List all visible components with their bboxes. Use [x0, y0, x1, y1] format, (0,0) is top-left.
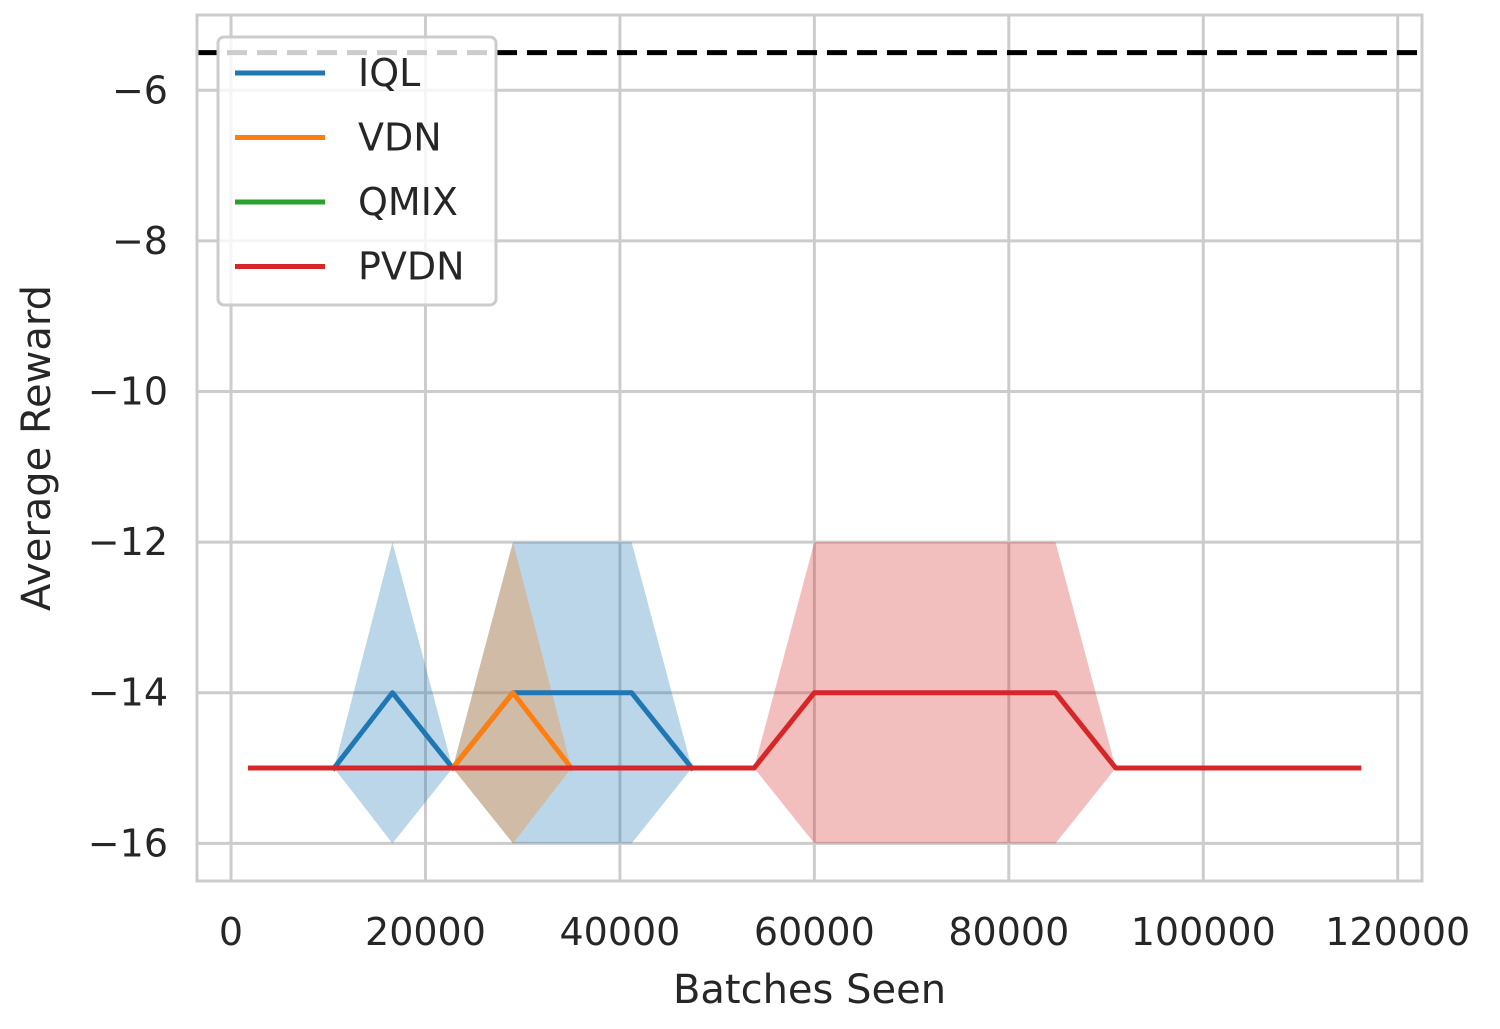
- x-tick-labels: 0 20000 40000 60000 80000 100000 120000: [219, 910, 1470, 954]
- legend-label-pvdn: PVDN: [358, 245, 465, 289]
- y-tick-label: −14: [88, 671, 168, 715]
- line-pvdn: [247, 690, 1362, 771]
- y-tick-label: −10: [88, 370, 168, 414]
- x-tick-label: 120000: [1325, 910, 1470, 954]
- x-tick-label: 80000: [948, 910, 1069, 954]
- x-axis-label: Batches Seen: [673, 967, 946, 1013]
- y-axis-label: Average Reward: [14, 285, 60, 611]
- y-tick-labels: −6 −8 −10 −12 −14 −16: [88, 68, 168, 865]
- x-tick-label: 100000: [1131, 910, 1276, 954]
- legend-label-qmix: QMIX: [358, 180, 458, 224]
- y-tick-label: −16: [88, 821, 168, 865]
- x-tick-label: 20000: [365, 910, 486, 954]
- line-vdn: [449, 690, 575, 772]
- plot-frame: [195, 13, 1424, 883]
- legend-box: [216, 35, 498, 307]
- y-tick-label: −8: [112, 219, 168, 263]
- x-tick-label: 40000: [559, 910, 680, 954]
- band-pvdn: [250, 542, 1359, 844]
- legend: IQL VDN QMIX PVDN: [216, 35, 498, 307]
- legend-label-iql: IQL: [358, 51, 420, 95]
- x-tick-label: 60000: [754, 910, 875, 954]
- y-tick-label: −12: [88, 520, 168, 564]
- series-lines: [247, 690, 1362, 772]
- x-tick-label: 0: [219, 910, 243, 954]
- legend-label-vdn: VDN: [358, 116, 442, 160]
- grid: [197, 15, 1422, 881]
- y-tick-label: −6: [112, 68, 168, 112]
